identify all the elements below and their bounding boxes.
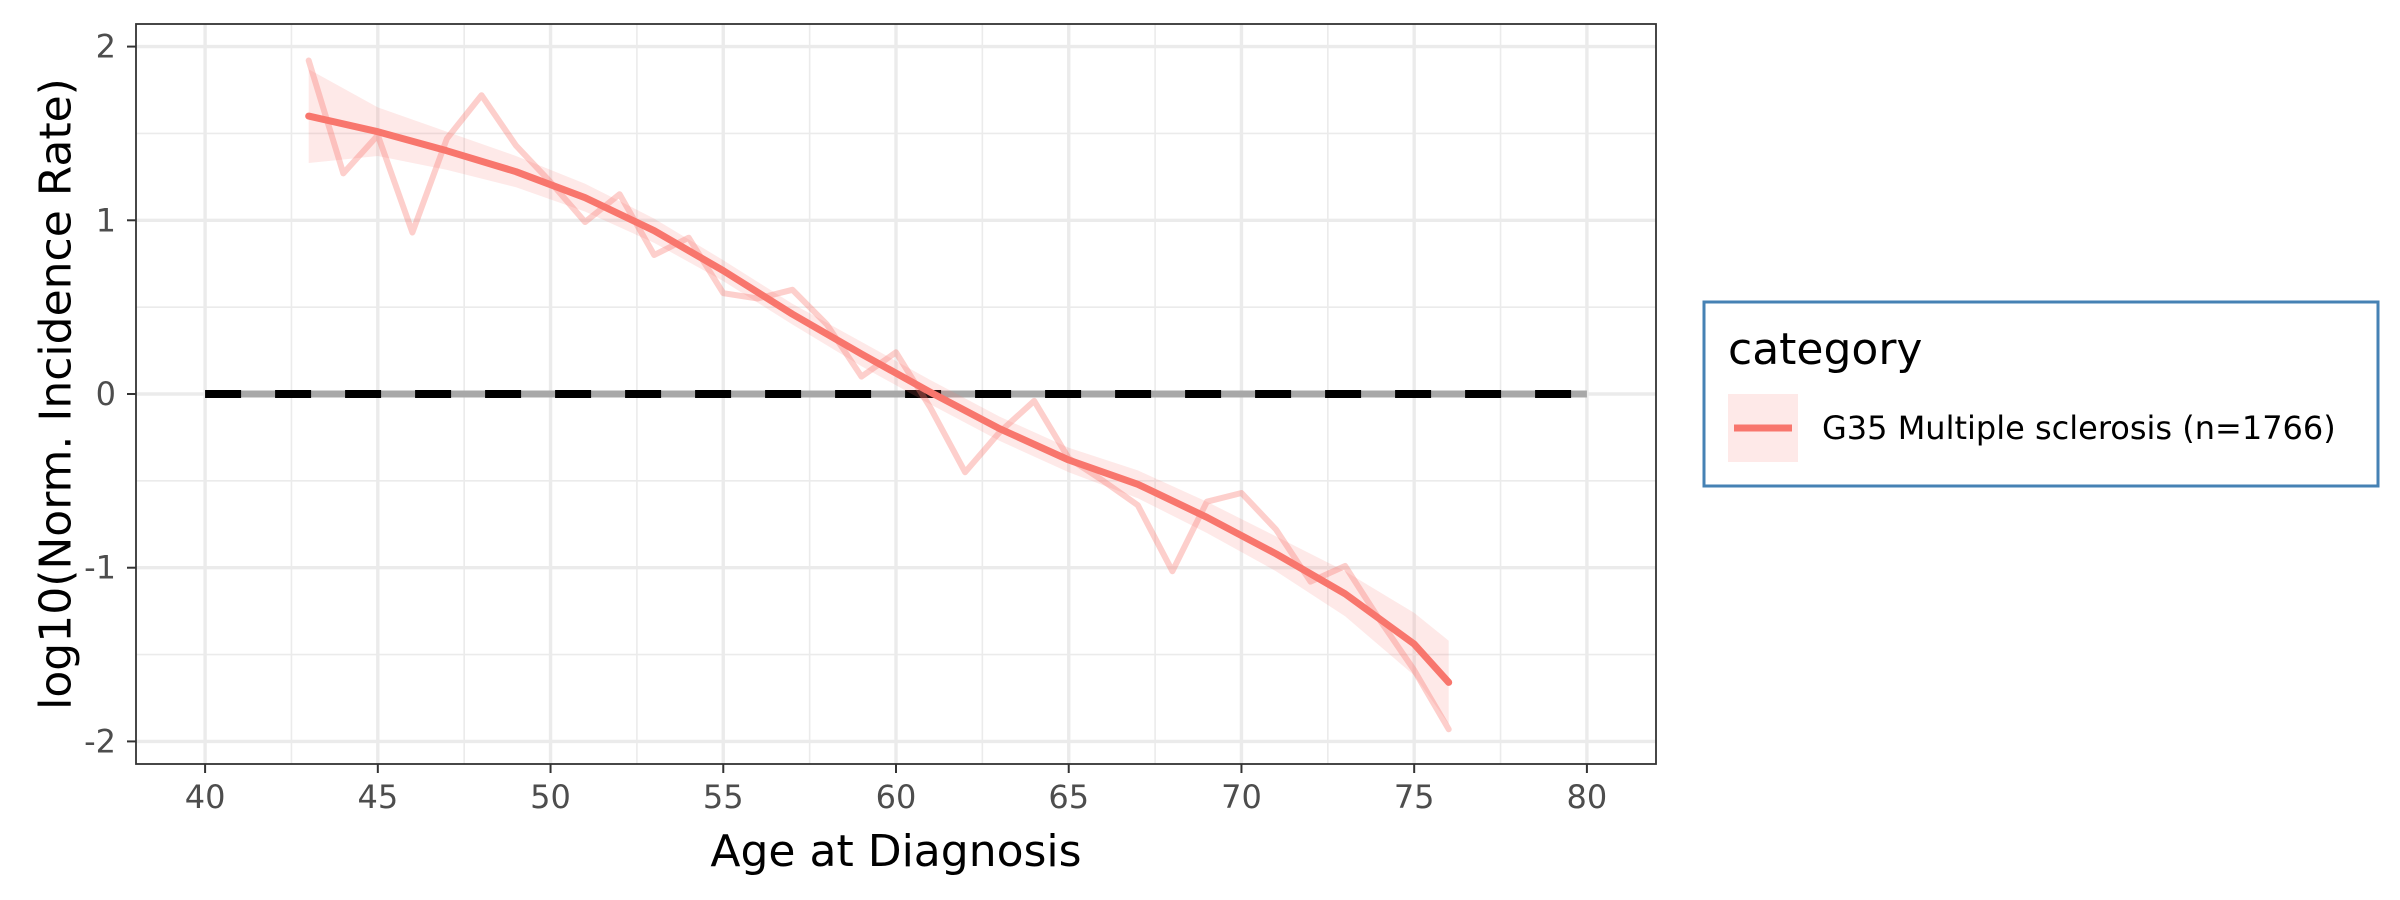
- legend-box: [1702, 300, 2380, 488]
- x-tick-label: 55: [703, 778, 744, 816]
- x-tick-label: 65: [1048, 778, 1089, 816]
- legend: category G35 Multiple sclerosis (n=1766): [1702, 300, 2380, 488]
- x-tick-label: 75: [1394, 778, 1435, 816]
- y-axis: -2 -1 0 1 2: [84, 28, 136, 760]
- x-tick-label: 60: [876, 778, 917, 816]
- x-tick-label: 40: [185, 778, 226, 816]
- legend-title: category: [1728, 324, 1922, 375]
- y-tick-label: -1: [84, 549, 116, 587]
- x-tick-label: 45: [357, 778, 398, 816]
- x-tick-label: 80: [1567, 778, 1608, 816]
- y-tick-label: 0: [96, 375, 116, 413]
- y-axis-title: log10(Norm. Incidence Rate): [31, 78, 82, 710]
- series-layer: [305, 57, 1453, 733]
- x-tick-label: 70: [1221, 778, 1262, 816]
- legend-entry-label: G35 Multiple sclerosis (n=1766): [1822, 409, 2336, 447]
- y-tick-label: -2: [84, 722, 116, 760]
- x-tick-label: 50: [530, 778, 571, 816]
- y-tick-label: 1: [96, 201, 116, 239]
- y-tick-label: 2: [96, 28, 116, 66]
- confidence-band: [308, 69, 1449, 724]
- legend-entries: G35 Multiple sclerosis (n=1766): [1728, 394, 2336, 462]
- smoothed-trend-line: [305, 112, 1453, 686]
- x-axis: 40 45 50 55 60 65 70 75 80: [185, 764, 1608, 816]
- x-axis-title: Age at Diagnosis: [710, 826, 1081, 877]
